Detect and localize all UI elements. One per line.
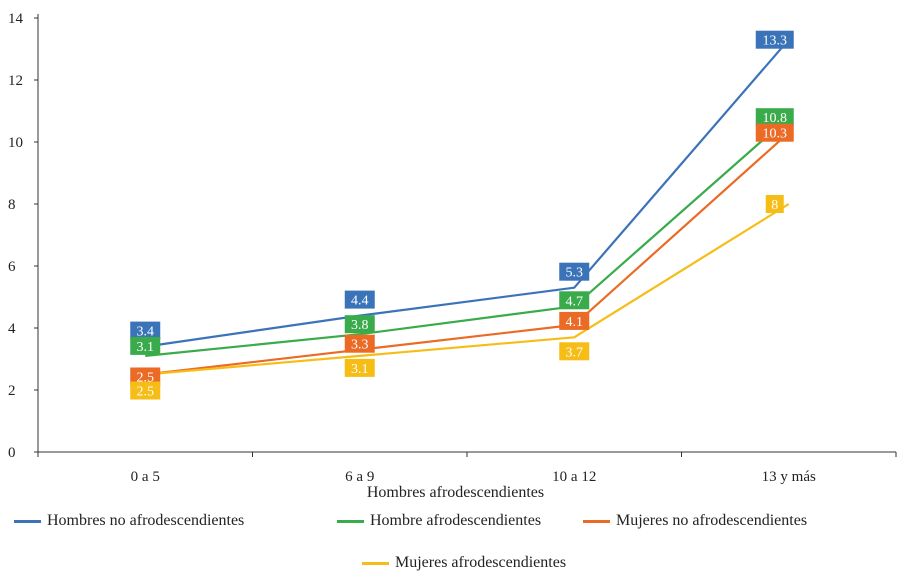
y-tick-label: 12: [8, 73, 23, 89]
legend-label: Hombres no afrodescendientes: [47, 512, 245, 529]
legend-swatch: [337, 519, 364, 523]
legend-label: Mujeres no afrodescendientes: [616, 512, 808, 529]
legend-title: Hombres afrodescendientes: [366, 484, 545, 501]
data-label: 10.8: [763, 111, 788, 126]
data-label: 5.3: [566, 266, 584, 281]
data-label-box: [559, 262, 590, 281]
data-label-box: [344, 358, 375, 377]
x-tick-label: 0 a 5: [131, 469, 160, 484]
data-labels: 3.44.45.313.33.13.84.710.82.53.34.110.32…: [130, 30, 794, 400]
data-label: 4.4: [351, 294, 369, 309]
legend-swatch: [14, 519, 41, 523]
series-lines: [145, 38, 790, 376]
x-tick-label: 6 a 9: [345, 469, 374, 484]
data-label-box: [755, 30, 794, 49]
legend-item-mujeres-no-afro: Mujeres no afrodescendientes: [583, 512, 807, 530]
y-tick-label: 0: [8, 445, 16, 461]
data-label-box: [559, 342, 590, 361]
legend-swatch: [362, 561, 389, 565]
y-tick-label: 10: [8, 135, 23, 151]
y-tick-label: 4: [8, 321, 16, 337]
data-label-box: [765, 195, 784, 213]
data-label-box: [344, 334, 375, 353]
line-chart: 0 2 4 6 8 10 12 14 0 a 5 6 a 9 10 a 12 13 y más 3.4…: [8, 11, 897, 484]
x-tick-label: 13 y más: [762, 469, 816, 484]
data-label: 3.4: [137, 325, 155, 340]
data-label: 4.1: [566, 315, 584, 330]
data-label: 3.8: [351, 318, 369, 333]
series-line-2: [145, 116, 790, 357]
data-label: 13.3: [763, 34, 788, 49]
legend-item-mujeres-afro: Mujeres afrodescendientes: [362, 554, 566, 572]
data-label-box: [344, 290, 375, 309]
data-label-box: [559, 291, 590, 310]
data-label-box: [755, 108, 794, 127]
y-tick-label: 6: [8, 259, 16, 275]
data-label-box: [755, 123, 794, 142]
series-line-1: [145, 38, 790, 348]
data-label: 2.5: [137, 385, 155, 400]
series-line-4: [145, 203, 790, 376]
legend-swatch: [583, 519, 610, 523]
data-label-box: [130, 321, 161, 340]
data-label: 3.1: [137, 340, 155, 355]
y-tick-label: 8: [8, 197, 16, 213]
series-line-3: [145, 131, 790, 376]
legend: Hombres afrodescendientes Hombres no afr…: [0, 484, 911, 572]
legend-label: Mujeres afrodescendientes: [395, 554, 567, 571]
data-label: 3.3: [351, 338, 369, 353]
data-label-box: [130, 381, 161, 400]
data-label-box: [130, 336, 161, 355]
axes: 0 2 4 6 8 10 12 14 0 a 5 6 a 9 10 a 12 13 y más: [8, 11, 897, 484]
data-label: 8: [771, 198, 778, 213]
data-label-box: [344, 315, 375, 334]
legend-item-hombres-no-afro: Hombres no afrodescendientes: [14, 512, 244, 530]
y-tick-label: 2: [8, 383, 16, 399]
data-label-box: [130, 367, 161, 386]
data-label: 3.7: [566, 345, 584, 360]
legend-item-hombre-afro: Hombre afrodescendientes: [337, 512, 541, 530]
data-label: 10.3: [763, 127, 788, 142]
data-label-box: [559, 311, 590, 330]
data-label: 3.1: [351, 362, 369, 377]
x-tick-label: 10 a 12: [552, 469, 596, 484]
legend-label: Hombre afrodescendientes: [370, 512, 542, 529]
data-label: 4.7: [566, 294, 584, 309]
y-tick-label: 14: [8, 11, 24, 27]
